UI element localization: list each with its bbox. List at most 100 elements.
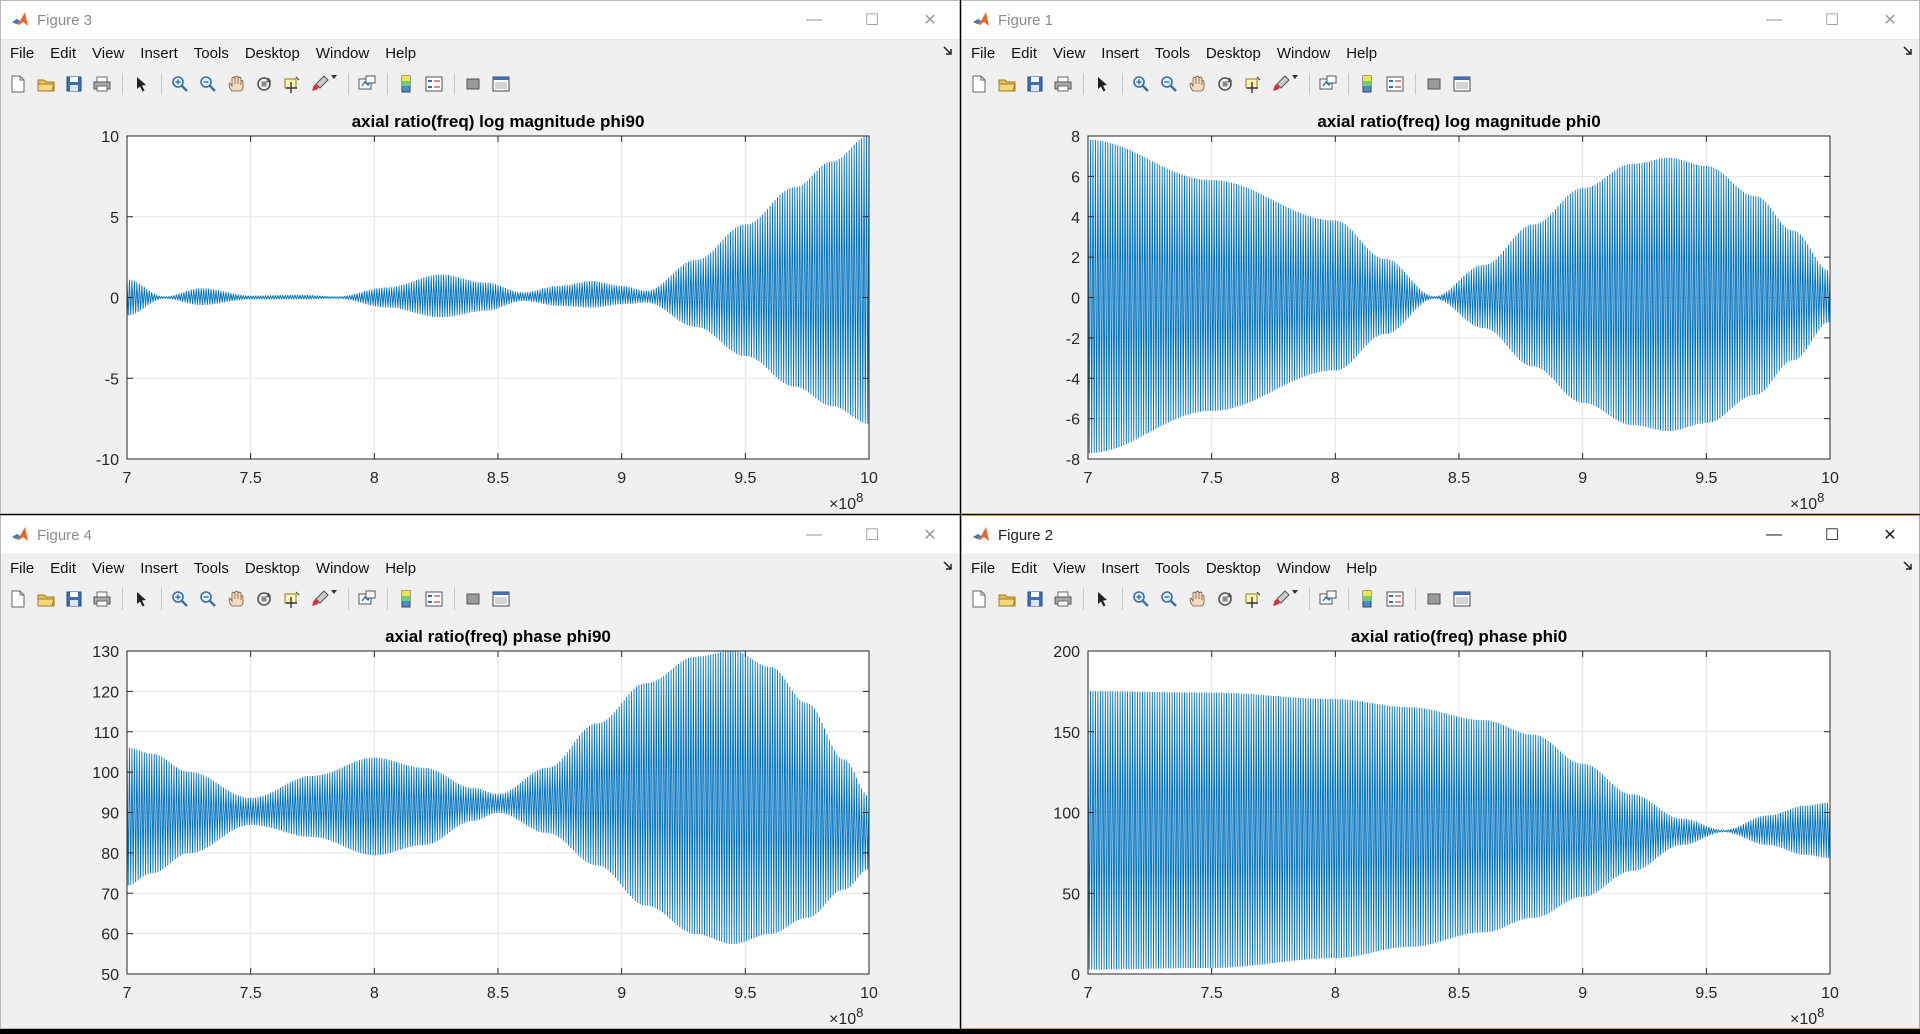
menu-item-view[interactable]: View — [92, 45, 125, 62]
brush-button[interactable] — [1268, 586, 1302, 612]
menu-item-desktop[interactable]: Desktop — [1205, 45, 1261, 62]
menu-item-file[interactable]: File — [971, 45, 996, 62]
figure-window-fig2[interactable]: Figure 2 — ☐ ✕ File Edit View Insert Tools De… — [961, 515, 1920, 1029]
menu-item-insert[interactable]: Insert — [1101, 560, 1139, 577]
title-bar[interactable]: Figure 2 — ☐ ✕ — [962, 516, 1919, 555]
menu-item-insert[interactable]: Insert — [140, 45, 178, 62]
menu-item-help[interactable]: Help — [385, 560, 417, 577]
show-plot-tools-button[interactable] — [1449, 586, 1475, 612]
zoom-in-button[interactable] — [1128, 71, 1154, 97]
menu-item-tools[interactable]: Tools — [1154, 560, 1190, 577]
title-bar[interactable]: Figure 1 — ☐ ✕ — [962, 1, 1919, 40]
legend-button[interactable] — [1382, 586, 1408, 612]
menu-item-file[interactable]: File — [10, 45, 35, 62]
figure-window-fig4[interactable]: Figure 4 — ☐ ✕ File Edit View Insert Tools De… — [0, 515, 960, 1029]
zoom-in-button[interactable] — [167, 586, 193, 612]
new-figure-button[interactable] — [966, 586, 992, 612]
menu-item-tools[interactable]: Tools — [193, 560, 229, 577]
pan-hand-button[interactable] — [223, 586, 249, 612]
link-plot-button[interactable] — [1315, 71, 1341, 97]
title-bar[interactable]: Figure 3 — ☐ ✕ — [1, 1, 959, 40]
menu-item-tools[interactable]: Tools — [1154, 45, 1190, 62]
show-plot-tools-button[interactable] — [1449, 71, 1475, 97]
zoom-in-button[interactable] — [1128, 586, 1154, 612]
menu-item-help[interactable]: Help — [1346, 45, 1378, 62]
close-button[interactable]: ✕ — [1883, 527, 1897, 544]
menu-item-window[interactable]: Window — [1276, 45, 1331, 62]
zoom-in-button[interactable] — [167, 71, 193, 97]
colorbar-button[interactable] — [393, 586, 419, 612]
menu-item-insert[interactable]: Insert — [140, 560, 178, 577]
link-plot-button[interactable] — [354, 71, 380, 97]
menu-item-desktop[interactable]: Desktop — [244, 45, 300, 62]
data-cursor-button[interactable] — [1240, 586, 1266, 612]
maximize-button[interactable]: ☐ — [1824, 527, 1840, 544]
hide-plot-tools-button[interactable] — [460, 586, 486, 612]
menu-item-desktop[interactable]: Desktop — [244, 560, 300, 577]
edit-plot-arrow-button[interactable] — [1089, 71, 1115, 97]
save-button[interactable] — [1022, 586, 1048, 612]
menu-item-window[interactable]: Window — [315, 45, 370, 62]
minimize-button[interactable]: — — [1766, 526, 1782, 543]
minimize-button[interactable]: — — [806, 11, 822, 28]
zoom-out-button[interactable] — [1156, 71, 1182, 97]
minimize-button[interactable]: — — [1766, 11, 1782, 28]
minimize-button[interactable]: — — [806, 526, 822, 543]
figure-window-fig3[interactable]: Figure 3 — ☐ ✕ File Edit View Insert Tools De… — [0, 0, 960, 514]
save-button[interactable] — [61, 586, 87, 612]
new-figure-button[interactable] — [5, 71, 31, 97]
save-button[interactable] — [1022, 71, 1048, 97]
zoom-out-button[interactable] — [195, 586, 221, 612]
print-button[interactable] — [1050, 71, 1076, 97]
menu-item-edit[interactable]: Edit — [50, 560, 77, 577]
menu-item-window[interactable]: Window — [1276, 560, 1331, 577]
new-figure-button[interactable] — [5, 586, 31, 612]
show-plot-tools-button[interactable] — [488, 71, 514, 97]
data-cursor-button[interactable] — [1240, 71, 1266, 97]
dock-arrow-icon[interactable] — [943, 46, 953, 59]
open-file-button[interactable] — [994, 71, 1020, 97]
legend-button[interactable] — [421, 586, 447, 612]
close-button[interactable]: ✕ — [923, 527, 937, 544]
menu-item-view[interactable]: View — [1053, 560, 1086, 577]
colorbar-button[interactable] — [393, 71, 419, 97]
maximize-button[interactable]: ☐ — [864, 527, 880, 544]
edit-plot-arrow-button[interactable] — [128, 71, 154, 97]
legend-button[interactable] — [1382, 71, 1408, 97]
legend-button[interactable] — [421, 71, 447, 97]
hide-plot-tools-button[interactable] — [460, 71, 486, 97]
hide-plot-tools-button[interactable] — [1421, 586, 1447, 612]
plot-area[interactable]: 7 7.5 8 8.5 9 9.5 10 50 60 70 80 90 100 110 120 130 ×108… — [1, 615, 959, 1028]
rotate-3d-button[interactable] — [1212, 71, 1238, 97]
menu-item-view[interactable]: View — [92, 560, 125, 577]
brush-button[interactable] — [307, 71, 341, 97]
link-plot-button[interactable] — [354, 586, 380, 612]
dock-arrow-icon[interactable] — [943, 561, 953, 574]
menu-item-insert[interactable]: Insert — [1101, 45, 1139, 62]
data-cursor-button[interactable] — [279, 586, 305, 612]
title-bar[interactable]: Figure 4 — ☐ ✕ — [1, 516, 959, 555]
dock-arrow-icon[interactable] — [1903, 561, 1913, 574]
data-series-line[interactable] — [1087, 690, 1831, 970]
show-plot-tools-button[interactable] — [488, 586, 514, 612]
dock-arrow-icon[interactable] — [1903, 46, 1913, 59]
link-plot-button[interactable] — [1315, 586, 1341, 612]
save-button[interactable] — [61, 71, 87, 97]
open-file-button[interactable] — [33, 71, 59, 97]
colorbar-button[interactable] — [1354, 586, 1380, 612]
rotate-3d-button[interactable] — [1212, 586, 1238, 612]
pan-hand-button[interactable] — [1184, 71, 1210, 97]
menu-item-edit[interactable]: Edit — [1011, 45, 1038, 62]
rotate-3d-button[interactable] — [251, 586, 277, 612]
print-button[interactable] — [89, 71, 115, 97]
menu-item-help[interactable]: Help — [385, 45, 417, 62]
close-button[interactable]: ✕ — [923, 12, 937, 29]
data-series-line[interactable] — [126, 135, 870, 424]
print-button[interactable] — [89, 586, 115, 612]
rotate-3d-button[interactable] — [251, 71, 277, 97]
menu-item-help[interactable]: Help — [1346, 560, 1378, 577]
menu-item-edit[interactable]: Edit — [1011, 560, 1038, 577]
figure-window-fig1[interactable]: Figure 1 — ☐ ✕ File Edit View Insert Tools De… — [961, 0, 1920, 514]
data-series-line[interactable] — [1087, 139, 1831, 454]
colorbar-button[interactable] — [1354, 71, 1380, 97]
